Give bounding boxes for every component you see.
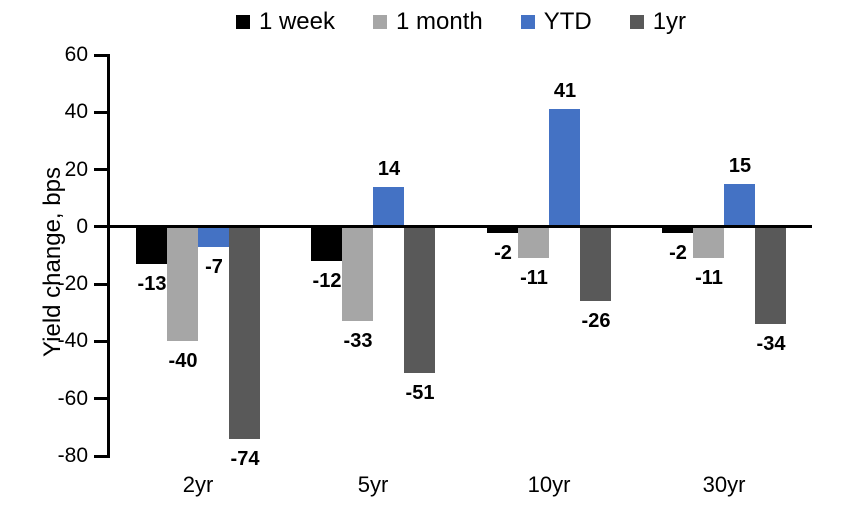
value-label: 14 xyxy=(377,158,401,180)
y-tick-label: -80 xyxy=(57,444,88,467)
value-label: -40 xyxy=(168,350,198,372)
y-axis-tick xyxy=(94,111,107,114)
y-axis-tick xyxy=(94,54,107,57)
value-label: 15 xyxy=(728,155,752,177)
bar-1-month-5yr xyxy=(342,227,373,321)
value-label: -12 xyxy=(312,270,342,292)
x-category-label: 30yr xyxy=(702,472,746,497)
legend-swatch xyxy=(520,15,535,29)
y-tick-label: 0 xyxy=(76,215,88,238)
legend-item-1-week: 1 week xyxy=(235,8,335,35)
bar-1-month-2yr xyxy=(167,227,198,341)
y-axis-tick xyxy=(94,168,107,171)
bar-ytd-2yr xyxy=(198,227,229,247)
value-label: -11 xyxy=(695,267,723,289)
value-label: -74 xyxy=(230,448,260,470)
legend-label: 1 week xyxy=(258,8,335,35)
y-tick-label: 40 xyxy=(64,100,88,123)
y-tick-label: -60 xyxy=(57,387,88,410)
y-axis-tick xyxy=(94,225,107,228)
value-label: -2 xyxy=(494,242,512,264)
legend-swatch xyxy=(629,15,644,29)
legend-item-1-month: 1 month xyxy=(372,8,483,35)
bar-1-week-30yr xyxy=(662,227,693,233)
bar-1-week-2yr xyxy=(136,227,167,264)
value-label: -26 xyxy=(581,310,611,332)
value-label: -13 xyxy=(137,273,167,295)
legend-item-1yr: 1yr xyxy=(629,8,687,35)
y-axis-tick xyxy=(94,340,107,343)
value-label: -51 xyxy=(405,382,435,404)
y-axis-tick xyxy=(94,455,107,458)
x-category-label: 10yr xyxy=(527,472,571,497)
value-label: -7 xyxy=(205,256,223,278)
bar-1-month-30yr xyxy=(693,227,724,258)
bar-1-week-10yr xyxy=(487,227,518,233)
y-tick-label: -40 xyxy=(57,329,88,352)
bar-1yr-10yr xyxy=(580,227,611,301)
legend-label: YTD xyxy=(543,8,592,35)
legend-item-ytd: YTD xyxy=(520,8,592,35)
value-label: -2 xyxy=(669,242,687,264)
value-label: -34 xyxy=(756,333,786,355)
legend-label: 1yr xyxy=(652,8,687,35)
value-label: -11 xyxy=(520,267,548,289)
bar-1-month-10yr xyxy=(518,227,549,258)
y-axis-tick xyxy=(94,397,107,400)
bar-ytd-30yr xyxy=(724,184,755,227)
y-axis-line xyxy=(107,54,110,458)
bar-1-week-5yr xyxy=(311,227,342,261)
y-tick-label: -20 xyxy=(57,272,88,295)
legend-swatch xyxy=(235,15,250,29)
value-label: -33 xyxy=(343,330,373,352)
bar-ytd-5yr xyxy=(373,187,404,227)
chart-legend: 1 week 1 month YTD 1yr xyxy=(110,6,812,38)
value-label: 41 xyxy=(553,80,577,102)
bar-1yr-2yr xyxy=(229,227,260,439)
zero-baseline xyxy=(107,225,812,228)
legend-label: 1 month xyxy=(395,8,483,35)
y-tick-label: 60 xyxy=(64,43,88,66)
y-axis-tick xyxy=(94,283,107,286)
legend-swatch xyxy=(372,15,387,29)
y-tick-label: 20 xyxy=(64,158,88,181)
x-category-label: 5yr xyxy=(357,472,389,497)
bar-1yr-5yr xyxy=(404,227,435,373)
x-category-label: 2yr xyxy=(182,472,214,497)
bar-1yr-30yr xyxy=(755,227,786,324)
bar-ytd-10yr xyxy=(549,109,580,227)
